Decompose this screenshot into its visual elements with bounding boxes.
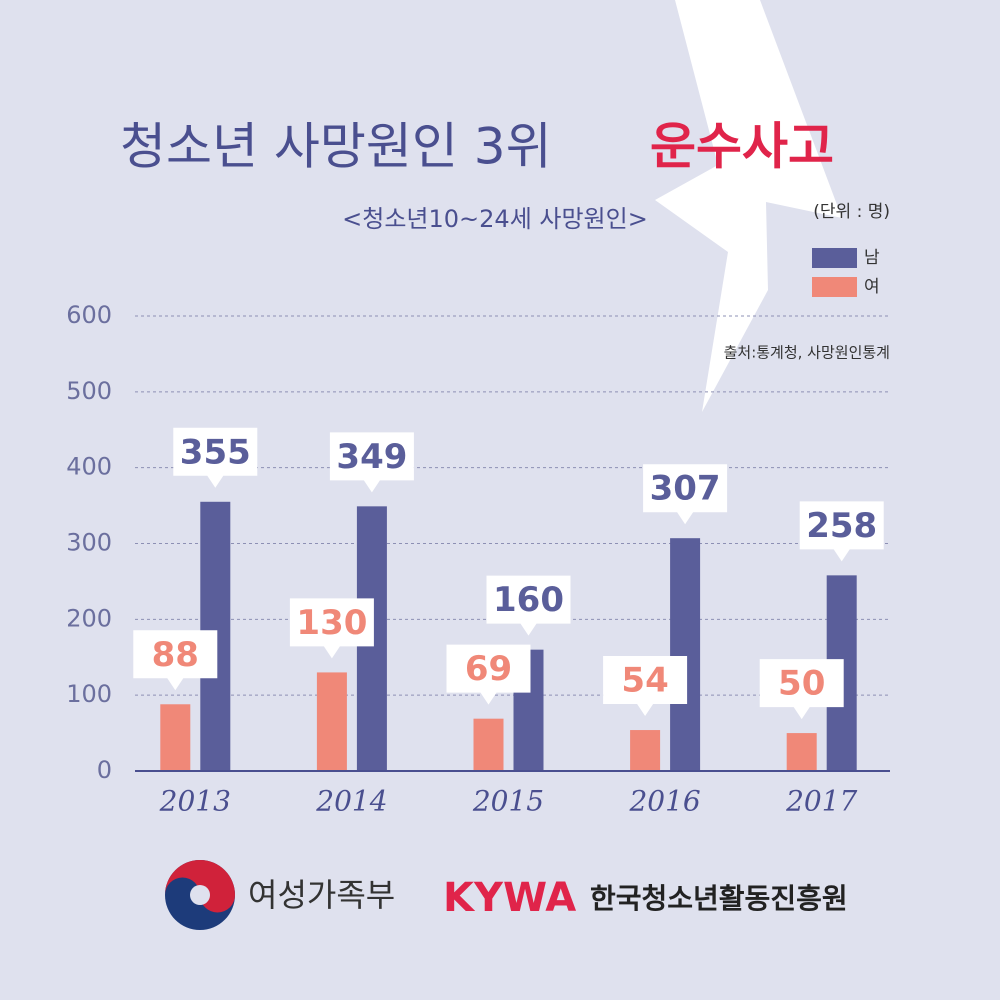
- label-box: [486, 575, 571, 636]
- emblem-hole: [190, 885, 210, 905]
- y-tick-label: 0: [97, 756, 112, 784]
- bar: [473, 718, 504, 771]
- x-tick-label: 2016: [628, 785, 700, 818]
- logo-kywa: KYWA: [443, 875, 576, 921]
- label-box: [799, 501, 884, 562]
- data-label: 88: [152, 635, 199, 675]
- label-box: [643, 464, 728, 525]
- bar: [630, 730, 661, 771]
- lightning: [655, 0, 842, 412]
- data-label: 50: [778, 664, 825, 704]
- label-box: [603, 656, 688, 717]
- label-box: [289, 598, 374, 659]
- data-label: 307: [650, 469, 721, 509]
- x-tick-label: 2015: [472, 785, 544, 818]
- label-box: [329, 432, 414, 493]
- y-tick-label: 200: [66, 604, 112, 632]
- logo-mogef: [165, 860, 235, 930]
- subtitle: <청소년10~24세 사망원인>: [342, 205, 648, 233]
- y-tick-label: 300: [66, 529, 112, 557]
- legend-label: 여: [864, 277, 880, 297]
- bar: [316, 672, 347, 771]
- y-tick-label: 500: [66, 377, 112, 405]
- label-box: [446, 644, 531, 705]
- logo-text: 여성가족부: [248, 876, 395, 914]
- y-tick-label: 600: [66, 301, 112, 329]
- x-tick-label: 2013: [159, 785, 231, 818]
- label-box: [759, 659, 844, 720]
- bar: [786, 733, 817, 771]
- data-label: 54: [621, 661, 668, 701]
- legend-label: 남: [864, 248, 880, 268]
- x-tick-label: 2017: [785, 785, 857, 818]
- bar: [160, 704, 191, 771]
- unit: (단위 : 명): [813, 202, 890, 222]
- source: 출처:통계청, 사망원인통계: [724, 344, 890, 362]
- chart-title: 청소년 사망원인 3위: [120, 118, 552, 176]
- data-label: 349: [336, 437, 407, 477]
- data-label: 130: [296, 603, 367, 643]
- bar: [670, 538, 701, 771]
- data-label: 160: [493, 580, 564, 620]
- legend-swatch: [812, 277, 857, 297]
- chart-title-highlight: 운수사고: [650, 118, 834, 176]
- data-label: 69: [465, 649, 512, 689]
- logo-text: 한국청소년활동진흥원: [590, 882, 848, 915]
- label-box: [133, 630, 218, 691]
- label-box: [173, 427, 258, 488]
- y-tick-label: 400: [66, 453, 112, 481]
- y-tick-label: 100: [66, 680, 112, 708]
- legend-swatch: [812, 248, 857, 268]
- x-tick-label: 2014: [315, 785, 387, 818]
- data-label: 355: [180, 432, 251, 472]
- data-label: 258: [806, 506, 877, 546]
